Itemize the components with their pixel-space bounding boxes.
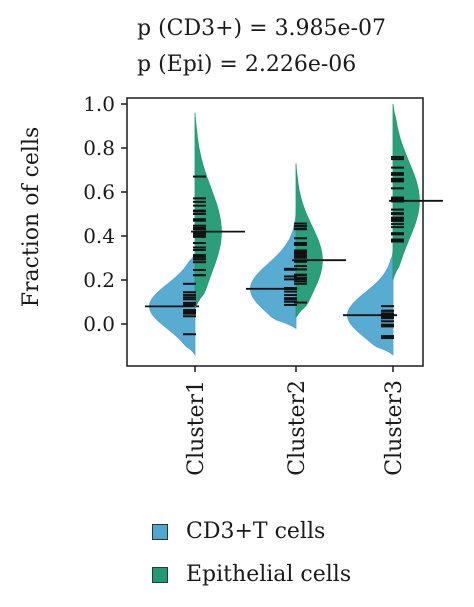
violin-half (346, 251, 394, 356)
p-value-cd3: p (CD3+) = 3.985e-07 (137, 16, 386, 41)
violin-half (249, 213, 297, 330)
x-tick-label: Cluster1 (184, 380, 209, 476)
y-axis-label: Fraction of cells (19, 127, 44, 308)
plot-frame (126, 97, 424, 367)
legend-label-epithelial: Epithelial cells (186, 562, 352, 587)
legend-item-epithelial: Epithelial cells (152, 562, 351, 587)
x-tick-label: Cluster2 (285, 380, 310, 476)
y-tick-label: 0.4 (83, 224, 115, 248)
legend-label-cd3: CD3+T cells (186, 519, 326, 544)
violin-half (295, 163, 323, 319)
legend-swatch-epithelial (152, 566, 168, 583)
legend-swatch-cd3 (152, 523, 168, 540)
ticks: 0.0 0.2 0.4 0.6 0.8 1.0 Cluster1 Cluster2 Cluste… (83, 92, 407, 476)
y-tick-label: 0.2 (83, 268, 115, 292)
y-tick-label: 0.8 (83, 136, 115, 160)
y-tick-label: 1.0 (83, 92, 115, 116)
violin-half (392, 103, 420, 281)
x-tick-label: Cluster3 (382, 380, 407, 476)
y-tick-label: 0.0 (83, 312, 115, 336)
violins (145, 103, 443, 357)
y-tick-label: 0.6 (83, 180, 115, 204)
violin-half (148, 253, 196, 357)
p-value-epi: p (Epi) = 2.226e-06 (137, 52, 357, 77)
axes (126, 97, 424, 367)
legend-item-cd3: CD3+T cells (152, 519, 325, 544)
